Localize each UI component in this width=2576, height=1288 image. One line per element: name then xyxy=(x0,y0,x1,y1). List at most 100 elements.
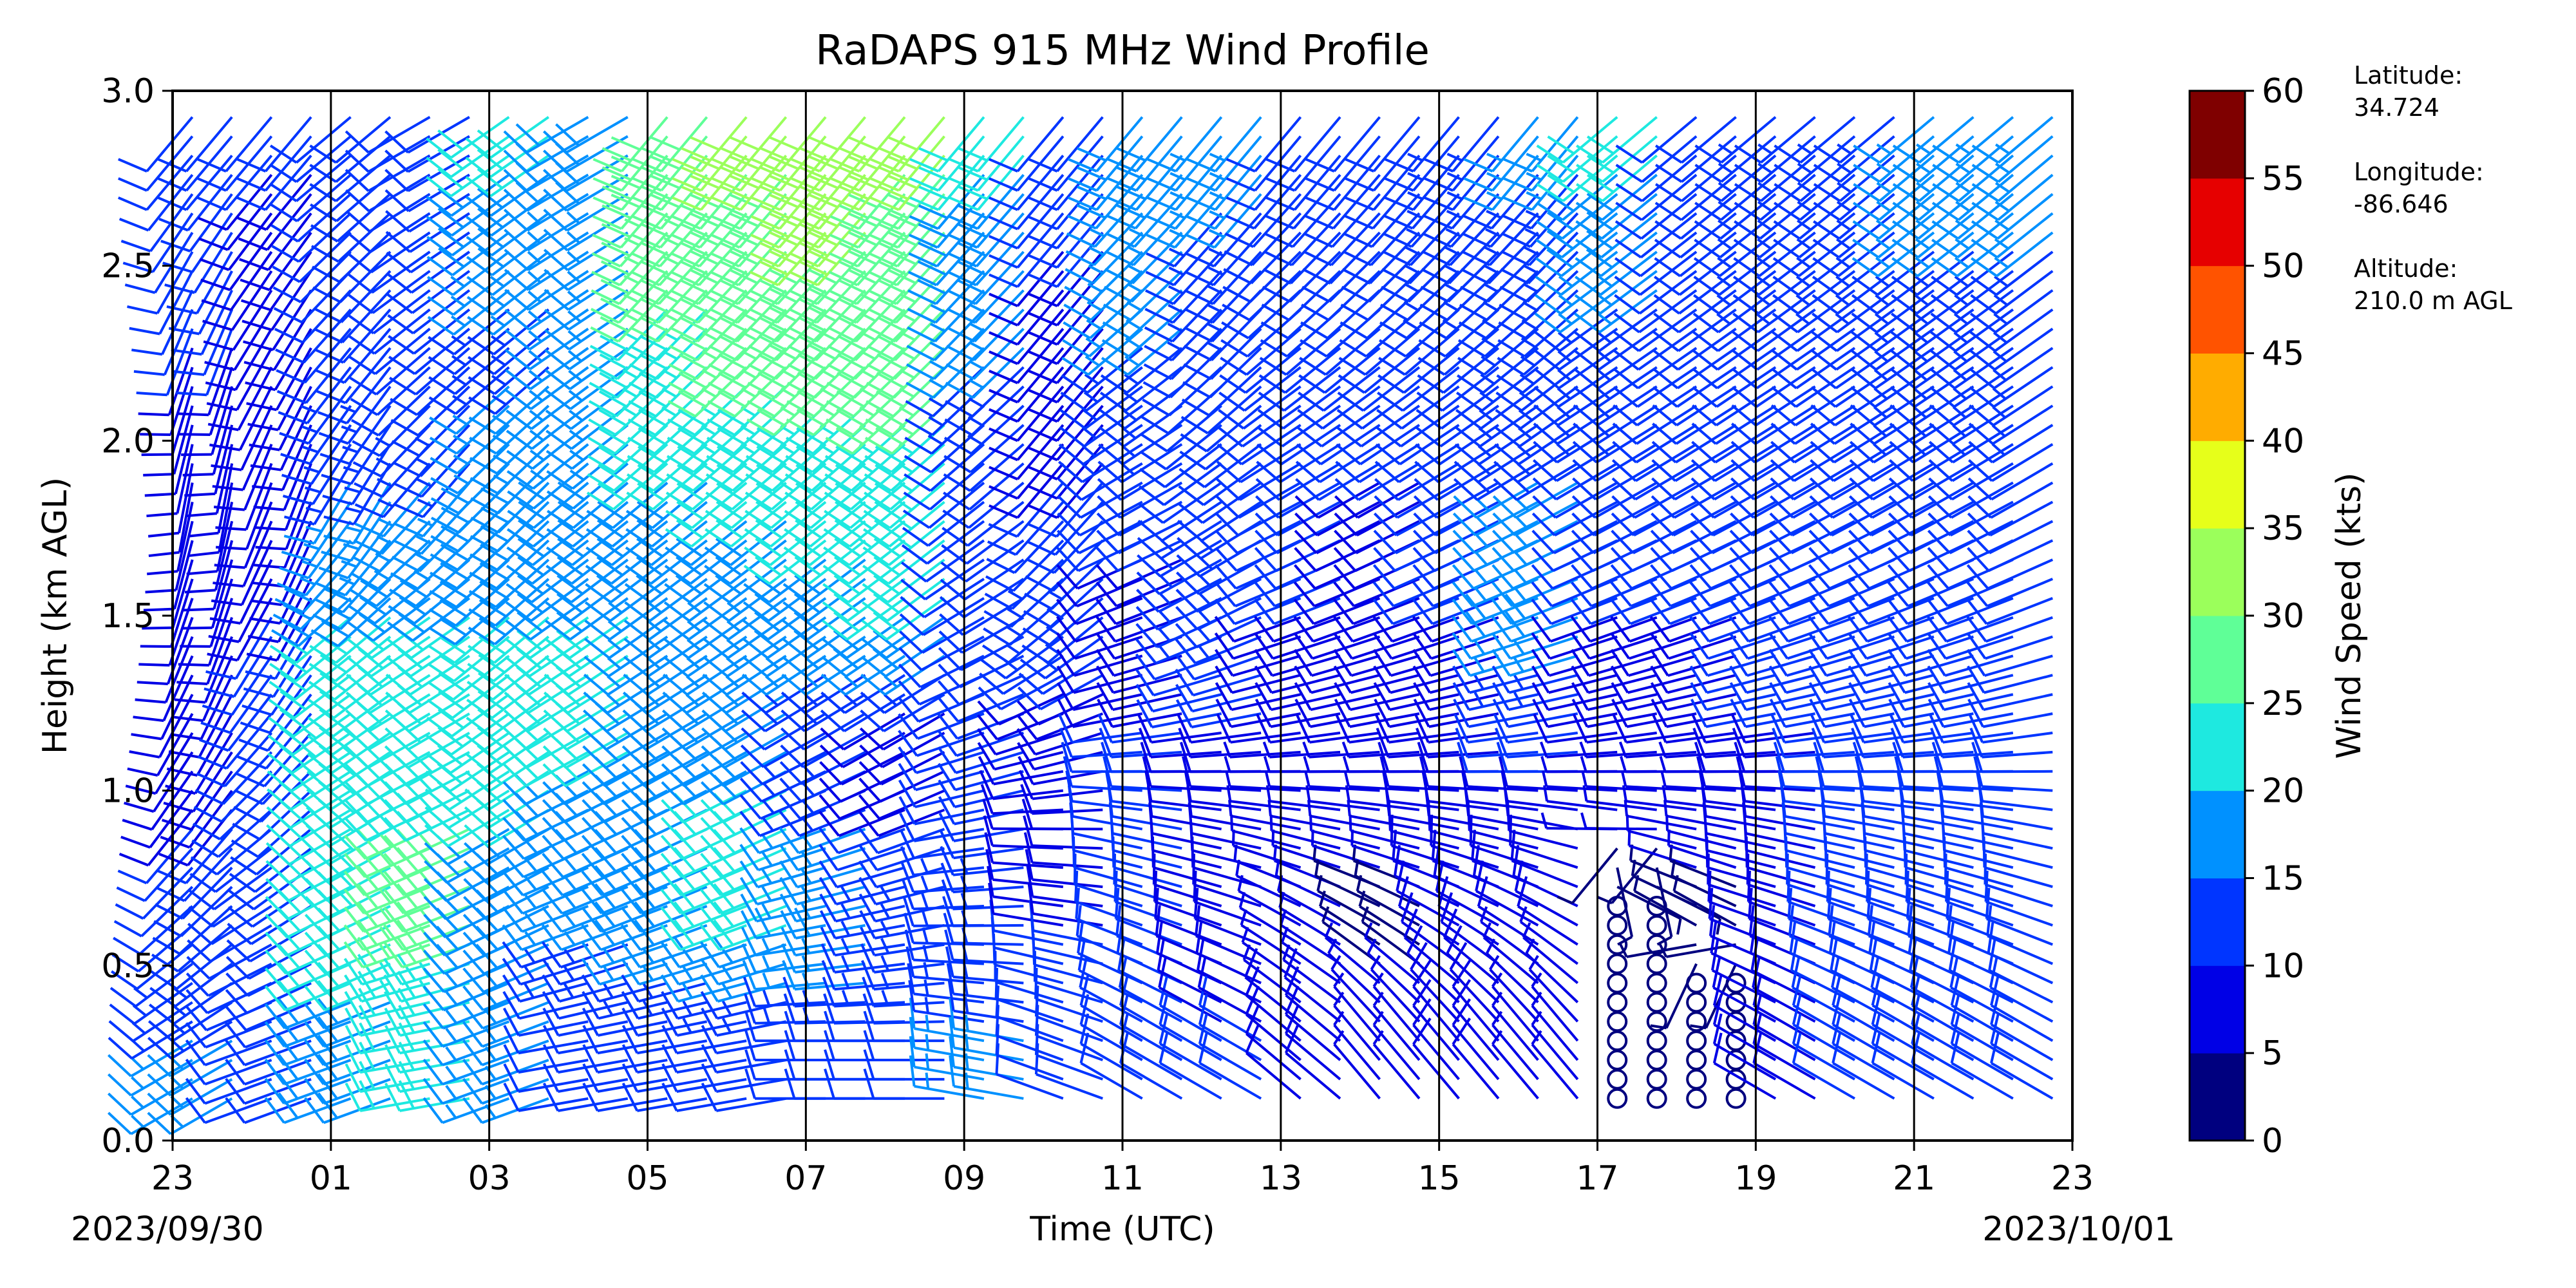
wind-barb-half-feather xyxy=(341,764,356,777)
wind-barb-feather xyxy=(265,931,288,957)
wind-barb-feather xyxy=(343,906,365,933)
wind-barb-half-feather xyxy=(608,601,623,614)
wind-barb-shaft xyxy=(407,712,470,751)
wind-barb-shaft xyxy=(344,539,392,596)
wind-barb-shaft xyxy=(481,1078,549,1105)
wind-barb-feather xyxy=(232,822,261,840)
wind-barb-feather xyxy=(129,750,160,759)
wind-barb-feather xyxy=(349,377,377,396)
wind-barb-feather xyxy=(250,464,281,471)
wind-barb-feather xyxy=(462,913,486,938)
wind-barb-half-feather xyxy=(493,474,509,485)
wind-barb-half-feather xyxy=(528,370,543,382)
wind-barb-shaft xyxy=(600,923,668,951)
wind-barb-feather xyxy=(122,261,153,274)
wind-barb-feather xyxy=(506,546,534,567)
wind-barb-feather xyxy=(427,681,454,701)
wind-barb-feather xyxy=(321,473,352,486)
wind-barb-feather xyxy=(152,936,180,955)
wind-barb-shaft xyxy=(529,616,589,659)
wind-barb-shaft xyxy=(232,636,273,697)
wind-barb-feather xyxy=(388,605,415,625)
wind-barb-shaft xyxy=(246,981,312,1014)
wind-barb-feather xyxy=(347,314,375,335)
wind-barb-feather xyxy=(422,1039,444,1066)
wind-barb-half-feather xyxy=(606,694,621,706)
wind-barb-half-feather xyxy=(493,454,508,465)
wind-barb-feather xyxy=(502,835,525,860)
wind-barb-shaft xyxy=(518,1039,589,1055)
wind-barb-feather xyxy=(176,392,207,397)
wind-barb-shaft xyxy=(482,1001,549,1030)
wind-barb-feather xyxy=(318,566,349,580)
wind-barb-feather xyxy=(502,781,527,806)
wind-barb-shaft xyxy=(283,1078,352,1105)
wind-barb-half-feather xyxy=(415,535,432,545)
wind-barb-feather xyxy=(310,245,339,263)
wind-barb-shaft xyxy=(531,520,589,567)
wind-barb-feather xyxy=(317,998,339,1024)
wind-barb-half-feather xyxy=(341,560,357,568)
wind-barb-feather xyxy=(208,634,240,643)
wind-barb-feather xyxy=(230,856,258,876)
wind-barb-feather xyxy=(160,835,191,849)
wind-barb-half-feather xyxy=(341,782,355,795)
wind-barb-feather xyxy=(345,727,370,751)
wind-barb-feather xyxy=(582,781,606,806)
wind-barb-shaft xyxy=(313,462,352,526)
wind-barb-shaft xyxy=(399,1097,470,1112)
wind-barb-feather xyxy=(225,1022,247,1048)
wind-barb-feather xyxy=(357,901,378,927)
wind-barb-shaft xyxy=(245,1001,312,1032)
wind-barb-feather xyxy=(478,672,505,692)
wind-barb-half-feather xyxy=(380,797,393,811)
wind-barb-feather xyxy=(437,708,464,729)
wind-barb-feather xyxy=(174,698,206,704)
wind-barb-feather xyxy=(423,913,447,938)
wind-barb-half-feather xyxy=(491,414,507,426)
wind-barb-feather xyxy=(430,516,460,534)
wind-barb-feather xyxy=(165,784,196,795)
wind-barb-shaft xyxy=(453,327,510,375)
wind-barb-feather xyxy=(265,949,287,975)
wind-barb-feather xyxy=(107,1054,132,1077)
wind-barb-feather xyxy=(307,734,334,756)
wind-barb-half-feather xyxy=(451,335,466,346)
wind-barb-feather xyxy=(502,941,522,969)
wind-barb-shaft xyxy=(564,770,629,806)
wind-barb-shaft xyxy=(481,1039,549,1066)
wind-barb-shaft xyxy=(236,597,273,661)
wind-barb-feather xyxy=(583,638,611,659)
wind-barb-feather xyxy=(319,654,347,674)
wind-barb-feather xyxy=(430,535,459,553)
wind-barb-shaft xyxy=(307,520,352,579)
wind-barb-feather xyxy=(596,519,625,539)
wind-barb-feather xyxy=(353,539,383,555)
wind-barb-feather xyxy=(314,348,344,364)
wind-barb-shaft xyxy=(528,654,589,696)
wind-barb-shaft xyxy=(372,270,431,314)
wind-barb-half-feather xyxy=(564,858,577,873)
wind-barb-feather xyxy=(581,835,604,860)
wind-barb-feather xyxy=(311,265,340,283)
wind-barb-feather xyxy=(357,919,378,946)
wind-barb-feather xyxy=(422,985,445,1011)
wind-barb-shaft xyxy=(370,231,431,274)
wind-barb-feather xyxy=(278,1016,299,1043)
wind-barb-shaft xyxy=(296,173,352,222)
wind-barb-feather xyxy=(304,931,328,957)
wind-barb-feather xyxy=(599,372,628,389)
wind-barb-shaft xyxy=(565,154,629,193)
wind-barb-half-feather xyxy=(417,498,433,508)
wind-barb-shaft xyxy=(493,616,550,664)
wind-barb-shaft xyxy=(266,193,312,251)
wind-barb-shaft xyxy=(449,751,510,793)
wind-barb-feather xyxy=(426,156,452,178)
wind-barb-shaft xyxy=(149,790,194,849)
wind-barb-feather xyxy=(246,652,278,662)
wind-barb-feather xyxy=(317,411,348,425)
wind-barb-feather xyxy=(153,920,182,938)
wind-barb-half-feather xyxy=(527,290,542,303)
wind-barb-half-feather xyxy=(379,833,393,848)
wind-barb-shaft xyxy=(173,540,194,610)
